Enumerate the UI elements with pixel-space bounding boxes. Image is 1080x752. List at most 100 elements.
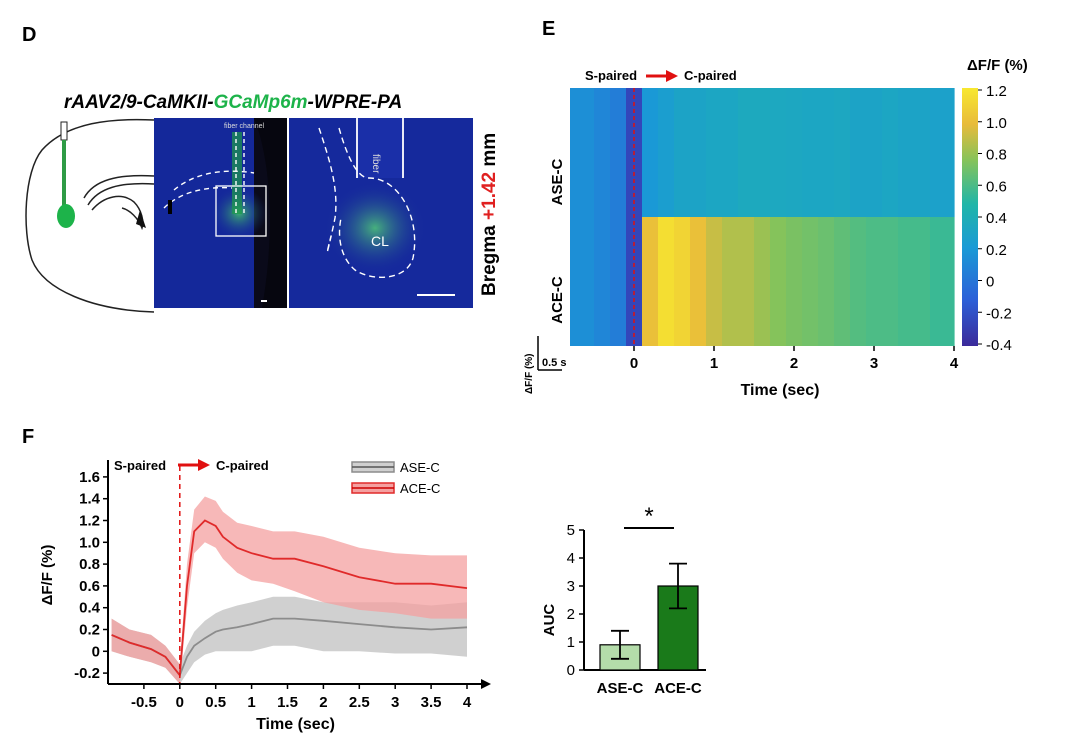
heatmap-cell [770,217,787,346]
line-y-tick-label: 0 [92,643,100,660]
heatmap-cell [626,217,643,346]
bar-ylabel: AUC [541,604,558,637]
heatmap-cell [930,217,947,346]
line-x-tick-label: 1.5 [277,694,298,711]
heatmap-cell [850,88,867,217]
heatmap-cell [882,217,899,346]
colorbar-tick-label: 0.8 [986,147,1007,164]
error-bar-ace-c [669,562,687,610]
bregma-value: +1.42 [479,171,500,220]
heatmap-cell [706,88,723,217]
brain-outline [25,118,155,313]
bregma-label: Bregma +1.42 mm [479,133,501,296]
heatmap-cell [946,217,955,346]
colorbar-tick-label: 0.4 [986,210,1007,227]
bar-y-tick-label: 4 [567,550,575,567]
heatmap-cell [674,217,691,346]
line-xlabel: Time (sec) [256,716,335,733]
heatmap-x-tick-label: 4 [950,355,959,372]
heatmap-cell [914,217,931,346]
heatmap-cell [786,88,803,217]
line-y-tick-label: 0.2 [79,622,100,639]
line-chart-panel: -0.2 0 0.2 0.4 0.6 0.8 1.0 1.2 1.4 1.6 -0.5 0 0.5 1 1.… [39,458,491,733]
bregma-prefix: Bregma [479,219,500,296]
colorbar-tick-label: 0 [986,274,994,291]
heatmap-cell [674,88,691,217]
legend-ace-label: ACE-C [400,481,440,496]
bar-y-tick-label: 0 [567,662,575,679]
heatmap-xlabel: Time (sec) [741,382,820,399]
panel-d-letter: D [22,24,37,46]
colorbar [962,88,978,346]
line-x-tick-label: 0.5 [205,694,226,711]
heatmap-scale-y: ΔF/F (%) [524,353,535,394]
heatmap-cell [914,88,931,217]
histology-zoom: fiber CL [289,118,473,308]
heatmap-row-label-ace: ACE-C [549,276,566,324]
heatmap-row-label-ase: ASE-C [549,158,566,205]
band-ase-c [111,596,467,684]
heatmap-cell [866,88,883,217]
heatmap-cell [802,217,819,346]
line-y-tick-label: 0.4 [79,600,101,617]
heatmap-cell [610,88,627,217]
line-chart-bands [111,496,467,684]
heatmap-cell [818,88,835,217]
line-s-paired: S-paired [114,458,166,473]
fiber-connector [60,121,68,141]
heatmap-cell [802,88,819,217]
bar-y-tick-label: 3 [567,578,575,595]
line-x-tick-label: 3.5 [421,694,442,711]
legend-ase-label: ASE-C [400,460,440,475]
ventricle-fill [136,210,146,228]
heatmap-cell [570,88,595,217]
fiber-channel-label: fiber channel [224,123,265,130]
heatmap-cell [834,217,851,346]
bregma-unit: mm [479,132,500,172]
fiber-track [62,140,66,212]
heatmap-s-paired: S-paired [585,68,637,83]
bar-y-tick-label: 1 [567,634,575,651]
heatmap-panel: S-paired C-paired ASE-C ACE-C 0 1 2 3 4 Time… [524,57,1028,399]
bar-y-tick-label: 2 [567,606,575,623]
heatmap-cell [754,217,771,346]
line-y-tick-label: 1.0 [79,534,100,551]
heatmap-cell [642,88,659,217]
colorbar-tick-label: 0.6 [986,178,1007,195]
heatmap-cells [570,88,955,346]
line-chart-series [111,519,468,678]
heatmap-cell [850,217,867,346]
band-ace-c [111,496,467,684]
heatmap-cell [818,217,835,346]
heatmap-cell [690,217,707,346]
heatmap-cell [594,217,611,346]
heatmap-cell [594,88,611,217]
corpus-callosum-inner [87,182,155,206]
heatmap-cell [570,217,595,346]
line-y-tick-label: 0.6 [79,578,100,595]
heatmap-scale-x: 0.5 s [542,357,566,369]
heatmap-cell [722,217,739,346]
colorbar-tick-label: -0.2 [986,305,1012,322]
brain-schematic [25,118,155,313]
histology-overview: fiber channel [154,118,287,308]
fiber-label: fiber [370,154,381,174]
error-bar-ase-c [611,629,629,660]
colorbar-title: ΔF/F (%) [967,57,1028,74]
colorbar-tick-label: 1.0 [986,115,1007,132]
heatmap-cell [738,217,755,346]
line-y-tick-label: -0.2 [74,665,100,682]
heatmap-cell [610,217,627,346]
significance-star: * [644,503,653,530]
colorbar-tick-label: -0.4 [986,337,1012,354]
heatmap-c-paired: C-paired [684,68,737,83]
heatmap-cell [898,217,915,346]
heatmap-cell [930,88,947,217]
heatmap-x-axis: 0 1 2 3 4 [630,346,959,372]
colorbar-ticks: 1.2 1.0 0.8 0.6 0.4 0.2 0 -0.2 -0.4 [978,83,1012,354]
line-x-tick-label: 4 [463,694,472,711]
heatmap-cell [882,88,899,217]
heatmap-x-tick-label: 0 [630,355,638,372]
corpus-callosum-outer [83,174,155,199]
series-line-ace-c [111,519,468,678]
